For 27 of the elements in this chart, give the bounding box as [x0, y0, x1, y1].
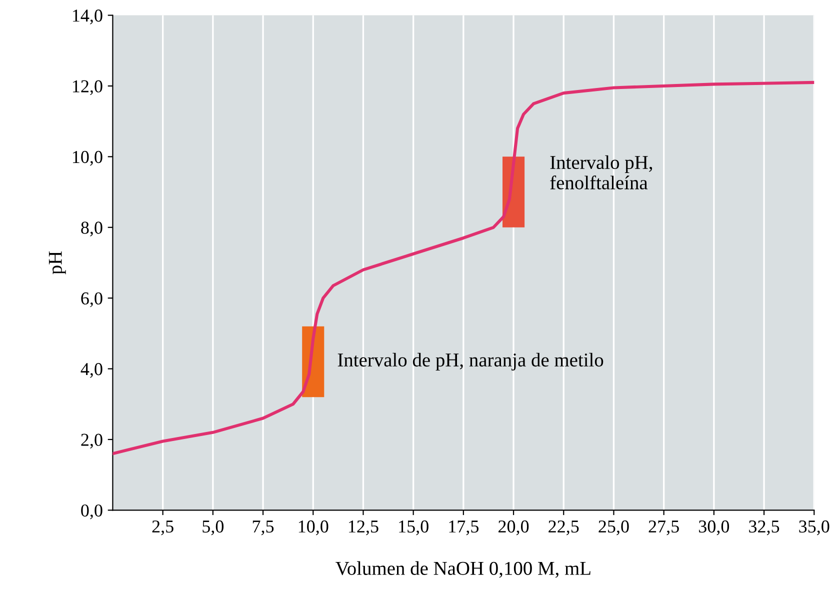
y-tick-label: 2,0: [81, 434, 102, 449]
x-tick-label: 10,0: [298, 520, 328, 536]
x-tick-label: 22,5: [548, 520, 579, 536]
x-tick-label: 17,5: [449, 520, 479, 536]
x-tick-label: 27,5: [648, 520, 679, 536]
x-tick-label: 32,5: [749, 520, 780, 536]
y-tick-label: 10,0: [72, 150, 102, 166]
y-tick-label: 4,0: [80, 363, 102, 378]
x-tick-label: 25,0: [598, 520, 629, 536]
x-tick-label: 12,5: [349, 520, 378, 536]
x-tick-label: 30,0: [698, 520, 730, 536]
annotation: Intervalo pH, fenolftaleína: [550, 155, 652, 190]
y-axis-title: pH: [48, 251, 66, 274]
x-tick-label: 15,0: [399, 520, 428, 536]
x-tick-label: 2,5: [152, 520, 174, 536]
x-tick-label: 35,0: [799, 520, 830, 536]
x-tick-label: 7,5: [252, 520, 274, 536]
annotation: Intervalo de pH, naranja de metilo: [338, 352, 604, 371]
y-tick-label: 14,0: [72, 10, 102, 24]
y-tick-label: 12,0: [72, 80, 102, 96]
y-tick-label: 0,0: [81, 504, 102, 520]
x-tick-label: 20,0: [498, 520, 529, 536]
x-tick-label: 5,0: [202, 520, 224, 536]
y-tick-label: 8,0: [81, 222, 102, 236]
y-tick-label: 6,0: [81, 292, 102, 308]
line-series: [112, 80, 814, 456]
x-axis-title: Volumen de NaOH 0,100 M, mL: [336, 561, 590, 578]
